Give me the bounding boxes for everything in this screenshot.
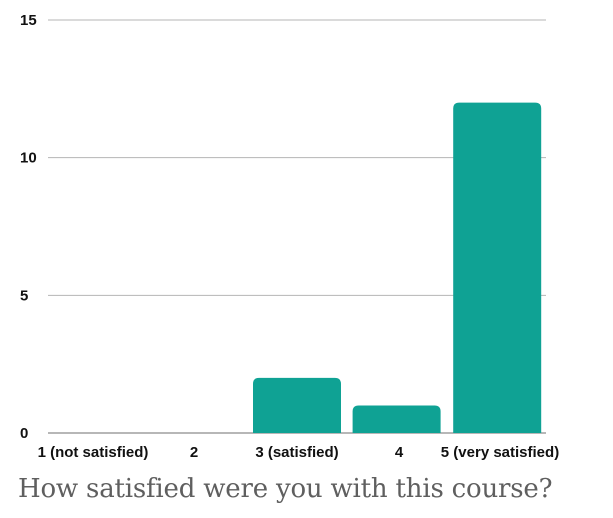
x-category-label: 4: [395, 444, 404, 461]
x-axis-categories: 1 (not satisfied) 2 3 (satisfied) 4 5 (very …: [38, 444, 560, 461]
y-tick-label: 0: [20, 425, 28, 442]
x-category-label: 5 (very satisfied): [441, 444, 559, 461]
bar: [453, 102, 542, 433]
x-category-label: 2: [190, 444, 198, 461]
bar: [253, 377, 341, 433]
chart-title: How satisfied were you with this course?: [18, 474, 553, 504]
y-tick-label: 10: [20, 150, 37, 167]
x-category-label: 3 (satisfied): [255, 444, 338, 461]
bars: [253, 102, 542, 433]
y-axis-ticks: 0 5 10 15: [20, 12, 37, 442]
bar: [352, 405, 441, 433]
x-category-label: 1 (not satisfied): [38, 444, 149, 461]
y-tick-label: 15: [20, 12, 37, 29]
y-tick-label: 5: [20, 287, 28, 304]
